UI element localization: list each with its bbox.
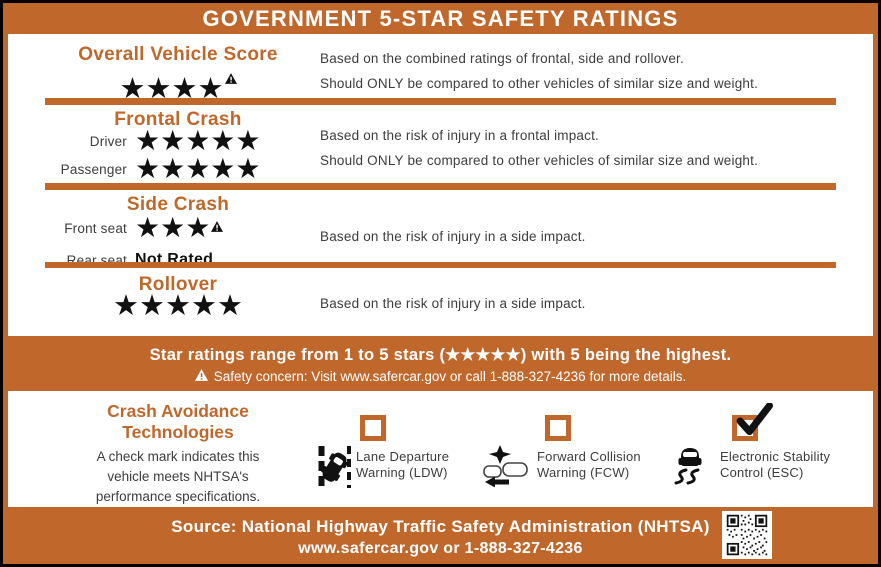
- fcw-label: Forward Collision Warning (FCW): [537, 449, 641, 480]
- driver-stars: ★★★★★: [135, 125, 261, 156]
- frontal-description: Based on the risk of injury in a frontal…: [320, 123, 758, 173]
- rollover-title: Rollover: [138, 274, 218, 295]
- header-bar: GOVERNMENT 5-STAR SAFETY RATINGS: [3, 3, 878, 34]
- contact-text: www.safercar.gov or 1-888-327-4236: [298, 540, 583, 557]
- frontal-desc-line1: Based on the risk of injury in a frontal…: [320, 128, 599, 143]
- note-line1: A check mark indicates this: [96, 449, 260, 464]
- overall-desc-line1: Based on the combined ratings of frontal…: [320, 51, 684, 66]
- frontal-crash-title: Frontal Crash: [114, 109, 242, 130]
- safety-concern-text: Safety concern: Visit www.safercar.gov o…: [213, 369, 687, 384]
- passenger-rating-row: Passenger ★★★★★: [43, 155, 315, 183]
- ldw-label: Lane Departure Warning (LDW): [356, 449, 449, 480]
- rollover-stars: ★★★★★: [43, 291, 313, 321]
- star-range-band: Star ratings range from 1 to 5 stars (★★…: [3, 336, 878, 391]
- star-range-text: Star ratings range from 1 to 5 stars (★★…: [149, 346, 732, 364]
- qr-code: [722, 511, 772, 559]
- star-rating: ★★★★★: [113, 290, 243, 322]
- front-seat-rating-row: Front seat ★★★: [43, 214, 315, 242]
- ldw-label-line1: Lane Departure: [356, 449, 450, 464]
- front-seat-stars: ★★★: [135, 212, 211, 243]
- left-border: [3, 34, 8, 564]
- right-border: [873, 34, 878, 564]
- front-seat-label: Front seat: [64, 220, 127, 236]
- note-line3: performance specifications.: [95, 489, 261, 504]
- section-divider: [45, 262, 836, 268]
- overall-score-title: Overall Vehicle Score: [78, 44, 278, 65]
- safety-concern-icon: [194, 369, 208, 384]
- esc-label-line1: Electronic Stability: [720, 449, 831, 464]
- passenger-stars: ★★★★★: [135, 153, 261, 184]
- check-icon: [733, 402, 773, 444]
- source-text: Source: National Highway Traffic Safety …: [171, 517, 710, 536]
- esc-label: Electronic Stability Control (ESC): [720, 449, 830, 480]
- electronic-stability-icon: [671, 443, 709, 490]
- ldw-checkbox[interactable]: [360, 415, 386, 441]
- crash-avoidance-note: A check mark indicates this vehicle meet…: [58, 447, 298, 507]
- note-line2: vehicle meets NHTSA's: [107, 469, 249, 484]
- fcw-label-line1: Forward Collision: [537, 449, 641, 464]
- fcw-checkbox[interactable]: [545, 415, 571, 441]
- lane-departure-icon: [317, 444, 353, 493]
- esc-label-line2: Control (ESC): [720, 464, 804, 480]
- rollover-description: Based on the risk of injury in a side im…: [320, 291, 586, 316]
- safety-concern-icon: [211, 219, 224, 237]
- side-desc-line1: Based on the risk of injury in a side im…: [320, 229, 586, 244]
- frontal-desc-line2: Should ONLY be compared to other vehicle…: [320, 153, 759, 168]
- ldw-label-line2: Warning (LDW): [356, 464, 448, 480]
- crash-avoidance-title-line2: Technologies: [122, 422, 234, 442]
- driver-label: Driver: [89, 133, 127, 149]
- safety-concern-icon: [224, 60, 237, 90]
- forward-collision-icon: [483, 445, 529, 492]
- driver-rating-row: Driver ★★★★★: [43, 127, 315, 155]
- esc-checkbox[interactable]: [732, 402, 773, 441]
- side-crash-title: Side Crash: [126, 194, 230, 215]
- overall-description: Based on the combined ratings of frontal…: [320, 46, 758, 96]
- fcw-label-line2: Warning (FCW): [537, 464, 630, 480]
- crash-avoidance-title: Crash Avoidance Technologies: [33, 401, 323, 443]
- crash-avoidance-title-line1: Crash Avoidance: [107, 401, 249, 421]
- rollover-desc-line1: Based on the risk of injury in a side im…: [320, 296, 586, 311]
- rear-seat-rating-row: Rear seat Not Rated: [43, 246, 315, 274]
- side-description: Based on the risk of injury in a side im…: [320, 224, 586, 249]
- section-divider: [45, 98, 836, 105]
- section-divider: [45, 183, 836, 190]
- page-title: GOVERNMENT 5-STAR SAFETY RATINGS: [202, 5, 679, 31]
- overall-desc-line2: Should ONLY be compared to other vehicle…: [320, 76, 759, 91]
- passenger-label: Passenger: [60, 161, 127, 177]
- safety-concern-note: Safety concern: Visit www.safercar.gov o…: [3, 369, 878, 384]
